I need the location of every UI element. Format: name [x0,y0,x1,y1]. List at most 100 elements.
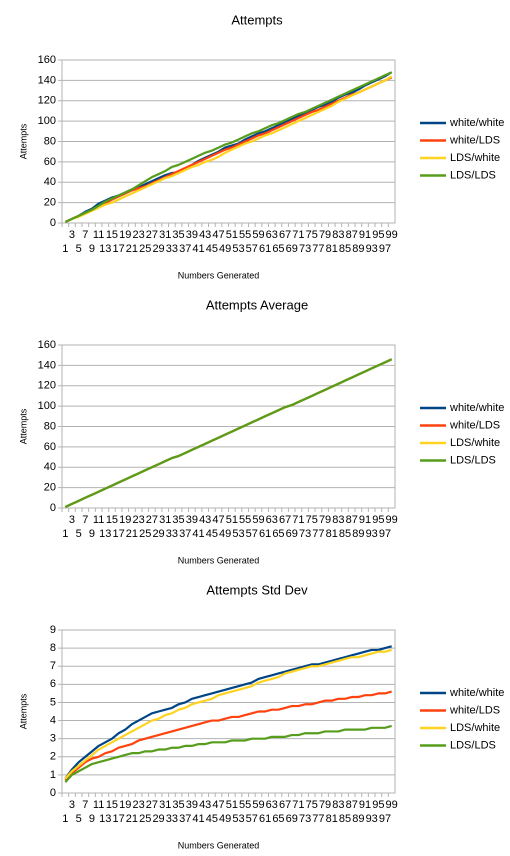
x-tick-label: 49 [219,243,231,255]
chart-title: Attempts [231,12,283,27]
x-tick-label: 75 [306,229,318,241]
x-tick-label: 55 [239,229,251,241]
x-tick-label: 21 [126,528,138,540]
x-tick-label: 17 [112,243,124,255]
x-tick-label: 13 [99,243,111,255]
x-tick-label: 11 [93,514,104,526]
x-tick-label: 69 [286,528,298,540]
x-tick-label: 63 [266,799,278,811]
x-tick-label: 99 [386,514,398,526]
x-tick-label: 23 [132,799,144,811]
x-tick-label: 67 [279,229,291,241]
x-tick-label: 61 [259,813,271,825]
x-tick-label: 79 [319,229,331,241]
x-tick-label: 89 [352,243,364,255]
x-tick-label: 15 [106,229,118,241]
x-tick-label: 69 [286,243,298,255]
series-line [64,690,392,782]
x-axis-label: Numbers Generated [178,555,260,565]
x-tick-label: 5 [76,243,82,255]
x-tick-label: 99 [386,229,398,241]
x-tick-label: 33 [166,243,178,255]
x-tick-label: 15 [106,514,118,526]
y-tick-label: 0 [50,502,56,514]
x-tick-label: 33 [166,813,178,825]
x-tick-label: 27 [146,514,158,526]
x-tick-label: 43 [199,514,211,526]
x-tick-label: 59 [252,229,264,241]
y-tick-label: 80 [44,135,56,147]
y-tick-label: 6 [50,678,56,690]
x-tick-label: 21 [126,243,138,255]
x-tick-label: 51 [226,514,238,526]
x-tick-label: 41 [192,528,204,540]
y-tick-label: 4 [50,714,56,726]
x-tick-label: 89 [352,813,364,825]
x-tick-label: 11 [93,799,104,811]
y-tick-label: 40 [44,176,56,188]
x-tick-label: 3 [69,799,75,811]
y-tick-label: 160 [38,339,56,351]
x-tick-label: 97 [379,243,391,255]
legend-label: LDS/white [450,152,500,164]
x-tick-label: 85 [339,813,351,825]
x-tick-label: 27 [146,229,158,241]
x-tick-label: 47 [212,799,224,811]
series-line [64,648,392,780]
legend-label: white/LDS [449,704,500,716]
x-tick-label: 7 [82,799,88,811]
x-tick-label: 63 [266,229,278,241]
x-tick-label: 73 [299,243,311,255]
x-tick-label: 25 [139,243,151,255]
y-axis-label: Attempts [18,693,28,729]
x-tick-label: 83 [332,799,344,811]
y-tick-label: 3 [50,733,56,745]
x-tick-label: 71 [292,799,304,811]
series-line [64,724,392,783]
x-tick-label: 13 [99,528,111,540]
x-tick-label: 77 [312,243,324,255]
x-tick-label: 9 [89,243,95,255]
x-tick-label: 95 [372,514,384,526]
x-tick-label: 17 [112,528,124,540]
x-tick-label: 29 [152,813,164,825]
y-tick-label: 60 [44,156,56,168]
x-tick-label: 67 [279,514,291,526]
y-tick-label: 60 [44,441,56,453]
x-tick-label: 85 [339,243,351,255]
x-tick-label: 87 [346,514,358,526]
y-axis-label: Attempts [18,123,28,159]
x-tick-label: 89 [352,528,364,540]
x-tick-label: 47 [212,514,224,526]
x-tick-label: 55 [239,514,251,526]
x-tick-label: 81 [326,528,338,540]
x-tick-label: 49 [219,528,231,540]
legend-label: LDS/white [450,437,500,449]
x-tick-label: 75 [306,514,318,526]
x-tick-label: 93 [366,813,378,825]
x-tick-label: 45 [206,813,218,825]
y-tick-label: 100 [38,400,56,412]
x-tick-label: 23 [132,229,144,241]
x-tick-label: 37 [179,528,191,540]
x-tick-label: 23 [132,514,144,526]
y-tick-label: 5 [50,696,56,708]
x-tick-label: 7 [82,229,88,241]
x-tick-label: 45 [206,243,218,255]
y-tick-label: 8 [50,642,56,654]
x-tick-label: 21 [126,813,138,825]
x-tick-label: 47 [212,229,224,241]
series-line [64,358,393,508]
x-tick-label: 3 [69,514,75,526]
x-tick-label: 87 [346,799,358,811]
x-tick-label: 83 [332,229,344,241]
x-tick-label: 15 [106,799,118,811]
x-tick-label: 57 [246,528,258,540]
x-tick-label: 27 [146,799,158,811]
series-line [64,71,393,223]
chart-title: Attempts Std Dev [206,582,308,597]
x-tick-label: 41 [192,813,204,825]
x-tick-label: 19 [119,229,131,241]
x-tick-label: 93 [366,243,378,255]
